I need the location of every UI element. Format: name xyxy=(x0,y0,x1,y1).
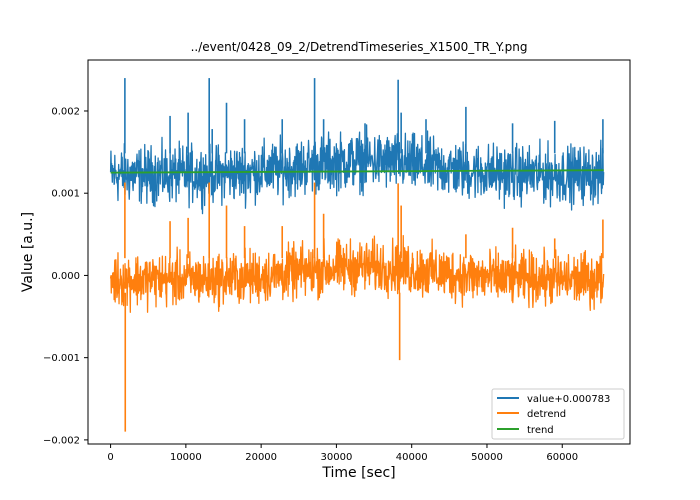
y-tick-label: 0.002 xyxy=(51,106,80,117)
y-axis: −0.002 −0.001 0.000 0.001 0.002 xyxy=(43,106,88,446)
chart-title: ../event/0428_09_2/DetrendTimeseries_X15… xyxy=(191,40,528,54)
x-tick-label: 50000 xyxy=(471,452,503,463)
series-line-value xyxy=(109,124,605,215)
x-tick-label: 20000 xyxy=(245,452,277,463)
legend-box xyxy=(491,388,625,440)
y-tick-label: −0.002 xyxy=(43,435,80,446)
x-tick-label: 40000 xyxy=(396,452,428,463)
legend-label-detrend: detrend xyxy=(527,409,566,420)
x-tick-label: 10000 xyxy=(170,452,202,463)
series-layer xyxy=(109,78,605,432)
plot-frame xyxy=(87,59,631,445)
x-axis-label: Time [sec] xyxy=(321,465,395,481)
x-axis: 0 10000 20000 30000 40000 50000 60000 xyxy=(107,444,578,463)
x-tick-label: 0 xyxy=(107,452,113,463)
legend-label-trend: trend xyxy=(527,425,554,436)
series-line-trend xyxy=(110,169,604,174)
y-tick-label: 0.000 xyxy=(51,271,80,282)
y-axis-label: Value [a.u.] xyxy=(20,212,36,292)
x-tick-label: 30000 xyxy=(321,452,353,463)
x-tick-label: 60000 xyxy=(546,452,578,463)
y-tick-label: −0.001 xyxy=(43,353,80,364)
y-tick-label: 0.001 xyxy=(51,189,80,200)
legend: value+0.000783 detrend trend xyxy=(491,388,625,440)
series-line-detrend xyxy=(109,235,605,313)
legend-label-value: value+0.000783 xyxy=(527,394,610,405)
